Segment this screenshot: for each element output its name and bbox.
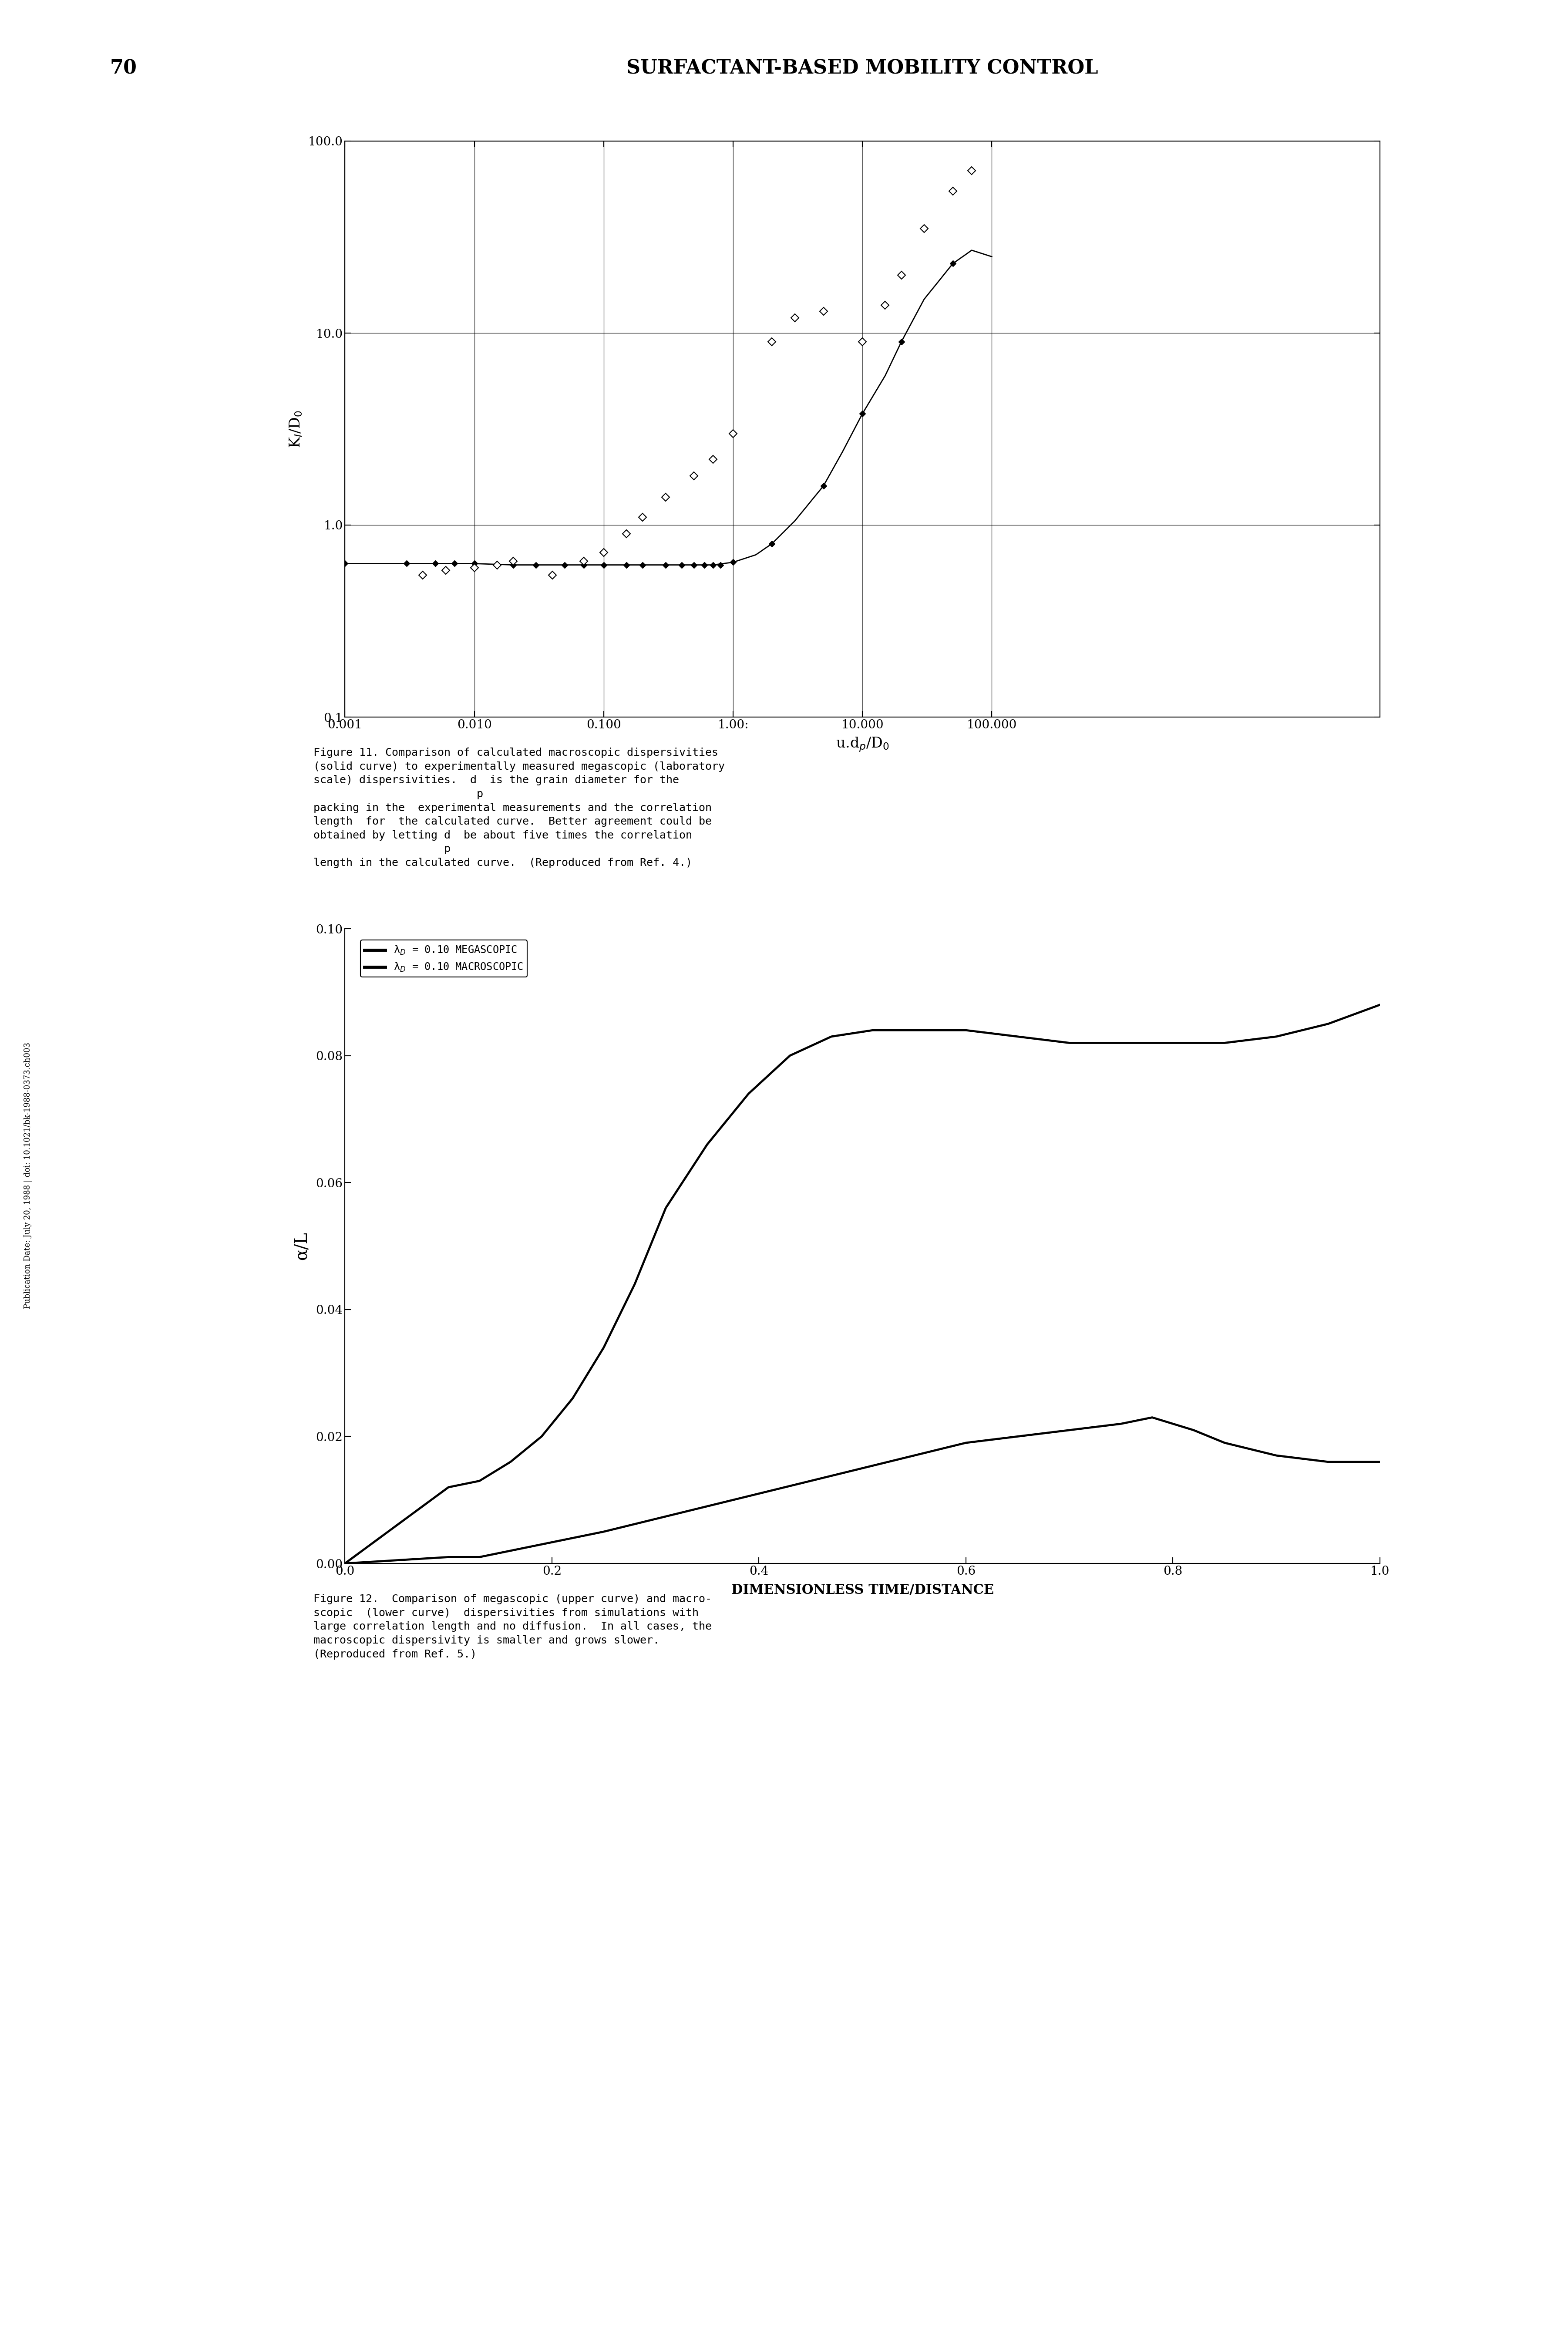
X-axis label: u.d$_p$/D$_0$: u.d$_p$/D$_0$ (836, 736, 889, 752)
Text: 70: 70 (110, 59, 136, 78)
Text: Figure 11. Comparison of calculated macroscopic dispersivities
(solid curve) to : Figure 11. Comparison of calculated macr… (314, 748, 724, 868)
X-axis label: DIMENSIONLESS TIME/DISTANCE: DIMENSIONLESS TIME/DISTANCE (731, 1582, 994, 1596)
Text: Figure 12.  Comparison of megascopic (upper curve) and macro-
scopic  (lower cur: Figure 12. Comparison of megascopic (upp… (314, 1594, 712, 1660)
Y-axis label: α/L: α/L (293, 1232, 310, 1260)
Text: SURFACTANT-BASED MOBILITY CONTROL: SURFACTANT-BASED MOBILITY CONTROL (627, 59, 1098, 78)
Legend: λ$_D$ = 0.10 MEGASCOPIC, λ$_D$ = 0.10 MACROSCOPIC: λ$_D$ = 0.10 MEGASCOPIC, λ$_D$ = 0.10 MA… (361, 940, 527, 978)
Y-axis label: K$_I$/D$_0$: K$_I$/D$_0$ (289, 409, 303, 449)
Text: Publication Date: July 20, 1988 | doi: 10.1021/bk-1988-0373.ch003: Publication Date: July 20, 1988 | doi: 1… (24, 1041, 33, 1310)
